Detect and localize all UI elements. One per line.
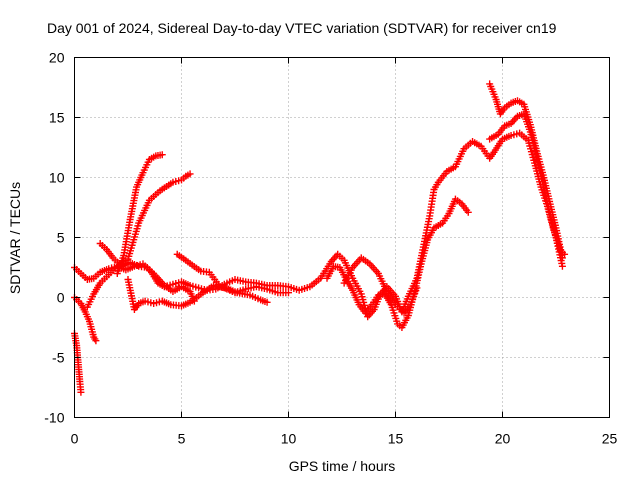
data-point bbox=[158, 151, 166, 159]
x-tick-label: 20 bbox=[495, 431, 511, 447]
series-track-6 bbox=[96, 240, 198, 305]
y-tick-label: 5 bbox=[57, 230, 65, 246]
data-point bbox=[464, 208, 472, 216]
y-tick-label: -10 bbox=[44, 410, 64, 426]
y-axis-title: SDTVAR / TECUs bbox=[7, 182, 23, 294]
series-track-7 bbox=[124, 276, 292, 313]
series-track-8 bbox=[173, 250, 271, 306]
x-tick-label: 5 bbox=[178, 431, 186, 447]
chart-title: Day 001 of 2024, Sidereal Day-to-day VTE… bbox=[47, 20, 557, 36]
series-track-1 bbox=[71, 330, 85, 396]
data-point bbox=[285, 289, 292, 297]
series-track-9 bbox=[323, 195, 472, 331]
x-tick-label: 15 bbox=[388, 431, 404, 447]
data-points bbox=[71, 80, 569, 396]
x-tick-label: 0 bbox=[71, 431, 79, 447]
series-track-12 bbox=[486, 110, 566, 270]
data-point bbox=[558, 262, 566, 270]
axis-ticks: -10 -5 0 5 10 15 20 0 5 10 15 20 25 bbox=[44, 50, 617, 447]
data-point bbox=[413, 284, 421, 292]
x-axis-title: GPS time / hours bbox=[289, 458, 396, 474]
x-tick-label: 25 bbox=[602, 431, 618, 447]
data-point bbox=[92, 337, 100, 345]
y-tick-label: 10 bbox=[49, 170, 65, 186]
y-tick-label: -5 bbox=[52, 350, 65, 366]
data-point bbox=[186, 170, 194, 178]
series-track-5 bbox=[113, 151, 166, 277]
x-tick-label: 10 bbox=[281, 431, 297, 447]
series-track-2 bbox=[71, 129, 569, 321]
data-point bbox=[77, 388, 85, 396]
y-tick-label: 20 bbox=[49, 50, 65, 66]
series-track-10 bbox=[340, 254, 421, 317]
data-point bbox=[263, 298, 271, 306]
y-tick-label: 0 bbox=[57, 290, 65, 306]
grid-lines bbox=[74, 57, 610, 418]
y-tick-label: 15 bbox=[49, 110, 65, 126]
